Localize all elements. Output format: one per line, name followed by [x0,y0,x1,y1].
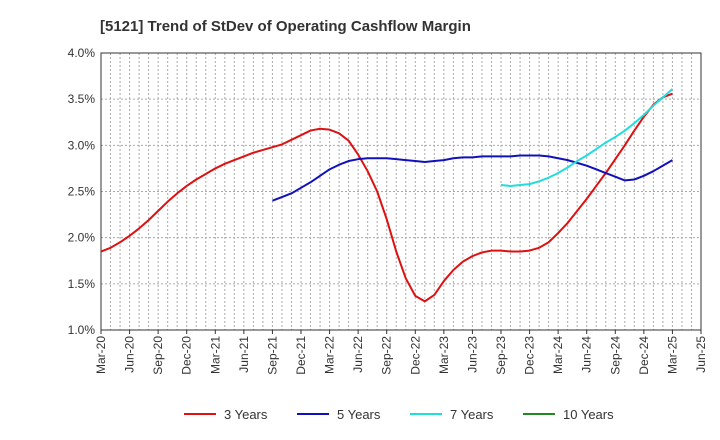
legend-label: 10 Years [563,407,614,422]
legend: 3 Years 5 Years 7 Years 10 Years [184,407,614,422]
legend-label: 7 Years [450,407,494,422]
y-tick-label: 1.0% [68,323,96,337]
x-tick-label: Jun-21 [237,336,251,373]
y-tick-label: 4.0% [68,46,96,60]
x-tick-label: Dec-22 [408,336,422,375]
x-tick-label: Sep-24 [608,336,622,375]
x-tick-label: Dec-23 [523,336,537,375]
x-tick-label: Mar-22 [323,336,337,374]
y-tick-label: 2.5% [68,185,96,199]
x-tick-label: Jun-22 [351,336,365,373]
grid [100,52,702,331]
plot-border [100,52,702,331]
chart-title: [5121] Trend of StDev of Operating Cashf… [100,18,471,35]
legend-label: 3 Years [224,407,268,422]
x-tick-label: Dec-24 [637,336,651,375]
series-line-3-years [100,92,673,303]
x-tick-label: Mar-20 [94,336,108,374]
x-tick-label: Sep-21 [265,336,279,375]
x-tick-label: Jun-25 [694,336,708,373]
x-tick-label: Dec-21 [294,336,308,375]
x-tick-label: Sep-20 [151,336,165,375]
x-tick-label: Mar-24 [551,336,565,374]
x-axis: Mar-20 Jun-20 Sep-20 Dec-20 Mar-21 Jun-21 Sep-… [94,330,708,375]
x-tick-label: Dec-20 [180,336,194,375]
legend-label: 5 Years [337,407,381,422]
y-tick-label: 3.0% [68,138,96,152]
y-tick-label: 2.0% [68,231,96,245]
series-layer [100,88,674,303]
x-tick-label: Jun-20 [123,336,137,373]
x-tick-label: Mar-23 [437,336,451,374]
series-line-5-years [272,154,673,202]
x-tick-label: Sep-22 [380,336,394,375]
y-tick-label: 1.5% [68,277,96,291]
x-tick-label: Sep-23 [494,336,508,375]
x-tick-label: Mar-25 [665,336,679,374]
plot-frame [100,52,702,331]
y-tick-label: 3.5% [68,92,96,106]
series-line-7-years [500,88,674,187]
y-axis: 1.0% 1.5% 2.0% 2.5% 3.0% 3.5% 4.0% [68,46,96,337]
x-tick-label: Mar-21 [208,336,222,374]
x-tick-label: Jun-24 [580,336,594,373]
x-tick-label: Jun-23 [465,336,479,373]
